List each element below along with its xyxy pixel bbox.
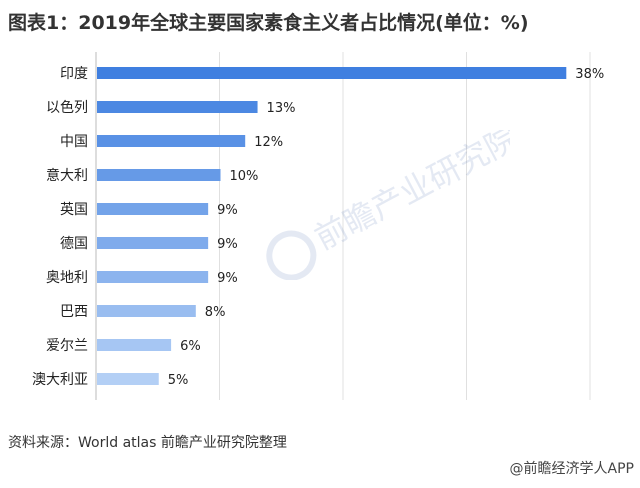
- category-label: 德国: [60, 236, 88, 252]
- bar: [97, 373, 159, 385]
- category-label: 澳大利亚: [32, 372, 88, 388]
- category-label: 爱尔兰: [46, 338, 88, 354]
- value-label: 9%: [217, 203, 238, 218]
- value-label: 12%: [254, 135, 283, 150]
- category-label: 英国: [60, 201, 88, 218]
- bar: [97, 67, 567, 79]
- category-label: 以色列: [46, 99, 88, 116]
- source-note: 资料来源：World atlas 前瞻产业研究院整理: [8, 435, 287, 451]
- bar: [97, 169, 221, 181]
- bar: [97, 135, 246, 147]
- bar: [97, 101, 258, 113]
- credit-label: @前瞻经济学人APP: [509, 461, 634, 477]
- value-label: 13%: [267, 101, 296, 116]
- bar: [97, 271, 209, 283]
- value-label: 6%: [180, 339, 201, 354]
- bar: [97, 203, 209, 215]
- gridlines: [219, 52, 591, 400]
- value-label: 8%: [205, 305, 226, 320]
- bar: [97, 305, 196, 317]
- category-label: 奥地利: [46, 269, 88, 286]
- value-label: 9%: [217, 271, 238, 286]
- value-labels: 38% 13% 12% 10% 9% 9% 9% 8% 6% 5%: [168, 67, 604, 388]
- value-label: 38%: [575, 67, 604, 82]
- bar: [97, 339, 172, 351]
- value-label: 9%: [217, 237, 238, 252]
- category-label: 巴西: [60, 304, 88, 320]
- category-label: 印度: [60, 66, 88, 82]
- bars: [97, 67, 567, 385]
- category-label: 中国: [60, 134, 88, 150]
- chart-title: 图表1：2019年全球主要国家素食主义者占比情况(单位：%): [8, 12, 529, 34]
- category-label: 意大利: [46, 167, 88, 184]
- value-label: 10%: [230, 169, 259, 184]
- bar: [97, 237, 209, 249]
- value-label: 5%: [168, 373, 189, 388]
